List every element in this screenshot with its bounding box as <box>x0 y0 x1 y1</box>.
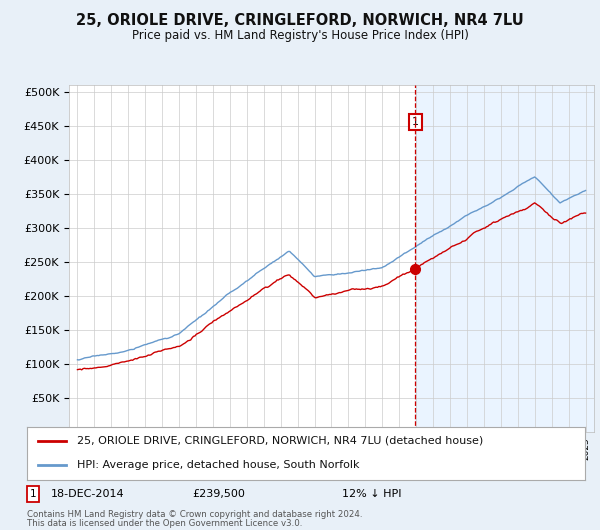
Text: 12% ↓ HPI: 12% ↓ HPI <box>342 489 401 499</box>
Text: 25, ORIOLE DRIVE, CRINGLEFORD, NORWICH, NR4 7LU: 25, ORIOLE DRIVE, CRINGLEFORD, NORWICH, … <box>76 13 524 28</box>
Text: 25, ORIOLE DRIVE, CRINGLEFORD, NORWICH, NR4 7LU (detached house): 25, ORIOLE DRIVE, CRINGLEFORD, NORWICH, … <box>77 436 484 446</box>
Text: Price paid vs. HM Land Registry's House Price Index (HPI): Price paid vs. HM Land Registry's House … <box>131 29 469 42</box>
Text: HPI: Average price, detached house, South Norfolk: HPI: Average price, detached house, Sout… <box>77 461 360 470</box>
Bar <box>415 85 594 432</box>
Text: Contains HM Land Registry data © Crown copyright and database right 2024.: Contains HM Land Registry data © Crown c… <box>27 510 362 519</box>
Text: This data is licensed under the Open Government Licence v3.0.: This data is licensed under the Open Gov… <box>27 519 302 528</box>
Text: £239,500: £239,500 <box>192 489 245 499</box>
Text: 1: 1 <box>412 117 419 127</box>
Text: 1: 1 <box>29 489 37 499</box>
Text: 18-DEC-2014: 18-DEC-2014 <box>51 489 125 499</box>
